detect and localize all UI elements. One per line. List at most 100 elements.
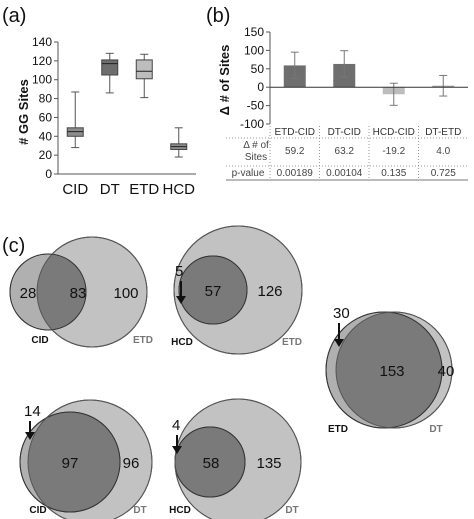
venn-overlap-region: [336, 312, 442, 428]
panel-label-c: (c): [2, 235, 25, 257]
box-plot-categories: CID DT ETD HCD: [62, 181, 195, 198]
table-row-label-delta: Sites: [245, 152, 267, 163]
y-tick-label: 80: [39, 92, 53, 106]
venn-circle-left-outline: [178, 255, 248, 325]
table-row-label-pvalue: p-value: [232, 168, 265, 179]
venn-overlap-count: 153: [379, 363, 404, 380]
bar-chart-y-axis-label: Δ # of Sites: [217, 45, 232, 116]
table-pvalue: 0.00104: [326, 168, 363, 179]
y-tick-label: -50: [247, 99, 265, 113]
venn-hcd-dt: 58 135 HCD DT 4: [169, 398, 302, 519]
y-tick-label: 100: [32, 73, 52, 87]
box-etd: [135, 53, 153, 99]
venn-left-label: CID: [31, 335, 48, 346]
venn-right-only-count: 40: [438, 363, 455, 380]
table-pvalue: 0.725: [431, 168, 456, 179]
x-category-label: ETD: [129, 181, 159, 198]
bar-chart-bars: [283, 50, 455, 106]
venn-arrow-count: 14: [24, 403, 41, 420]
venn-left-label: ETD: [328, 424, 348, 435]
box-plot-boxes: [66, 52, 188, 158]
x-category-label: HCD: [163, 181, 196, 198]
venn-circle-right-outline: [36, 236, 148, 348]
table-column-header: HCD-CID: [373, 127, 415, 138]
y-tick-label: 120: [32, 54, 52, 68]
box-plot-axes: [57, 42, 196, 175]
bar-chart-data-table: ETD-CID 59.2 0.00189 DT-CID 63.2 0.00104 HCD-C…: [226, 126, 468, 181]
venn-overlap-count: 97: [62, 455, 79, 472]
panel-label-b: (b): [206, 5, 230, 27]
y-tick-label: 20: [39, 148, 53, 162]
venn-right-label: ETD: [282, 337, 302, 348]
y-tick-label: -100: [240, 117, 264, 131]
venn-right-label: DT: [285, 505, 298, 516]
y-tick-label: 140: [32, 35, 52, 49]
table-delta-value: -19.2: [382, 146, 405, 157]
venn-arrow-head: [172, 446, 182, 454]
table-delta-value: 63.2: [335, 146, 355, 157]
box-plot-panel: # GG Sites 0 20 40 60 80 100 120 140 CID DT ETD HC…: [16, 35, 196, 198]
y-tick-label: 150: [244, 25, 264, 39]
venn-cid-dt: 97 96 CID DT 14: [19, 399, 153, 519]
venn-overlap-region: [179, 256, 247, 324]
table-pvalue: 0.00189: [277, 168, 314, 179]
venn-overlap-count: 58: [203, 455, 220, 472]
venn-overlap-count: 57: [205, 283, 222, 300]
venn-overlap-region: [175, 427, 245, 497]
panel-label-a: (a): [2, 5, 26, 27]
table-pvalue: 0.135: [381, 168, 406, 179]
box-plot-y-ticks: 0 20 40 60 80 100 120 140: [32, 35, 58, 181]
venn-overlap-region: [28, 412, 120, 512]
y-tick-label: 0: [45, 167, 52, 181]
x-category-label: DT: [100, 181, 120, 198]
table-column-header: DT-CID: [328, 127, 361, 138]
venn-arrow-count: 4: [172, 417, 180, 434]
venn-right-only-count: 135: [256, 455, 281, 472]
venn-etd-dt: 153 40 ETD DT 30: [325, 305, 455, 435]
venn-circle-right-outline: [173, 225, 303, 355]
venn-arrow-head: [334, 339, 344, 347]
y-tick-label: 0: [257, 80, 264, 94]
venn-circle-right-outline: [27, 399, 153, 519]
venn-arrow-count: 30: [333, 305, 350, 322]
box-cid: [66, 91, 84, 149]
venn-left-label: HCD: [171, 337, 193, 348]
venn-arrow-count: 5: [175, 263, 183, 280]
venn-right-only-count: 96: [123, 455, 140, 472]
bar-chart-y-ticks: -100 -50 0 50 100 150: [240, 25, 271, 131]
venn-circle-left-outline: [19, 411, 121, 513]
venn-right-only-count: 100: [113, 285, 138, 302]
y-tick-label: 50: [251, 62, 265, 76]
y-tick-label: 60: [39, 110, 53, 124]
y-tick-label: 100: [244, 43, 264, 57]
box-hcd: [170, 127, 188, 158]
venn-circle-left-outline: [325, 311, 443, 429]
venn-circle-right-outline: [174, 398, 302, 519]
venn-right-label: ETD: [133, 335, 153, 346]
box-iqr: [101, 59, 119, 76]
venn-left-label: CID: [29, 505, 46, 516]
box-iqr: [135, 59, 153, 80]
box-plot-y-axis-label: # GG Sites: [16, 79, 31, 145]
venn-overlap-region: [37, 254, 86, 330]
venn-arrow-head: [25, 432, 35, 440]
venn-cid-etd: 83 100 28 CID ETD: [9, 236, 153, 348]
venn-right-label: DT: [429, 424, 442, 435]
venn-left-label: HCD: [169, 505, 191, 516]
y-tick-label: 40: [39, 129, 53, 143]
venn-overlap-count: 83: [70, 285, 87, 302]
table-column-header: ETD-CID: [274, 127, 315, 138]
venn-right-label: DT: [133, 505, 146, 516]
table-row-label-delta: Δ # of: [243, 140, 269, 151]
table-column-header: DT-ETD: [425, 127, 461, 138]
venn-circle-right-outline: [335, 311, 453, 429]
venn-hcd-etd: 57 126 HCD ETD 5: [171, 225, 303, 355]
table-delta-value: 4.0: [436, 146, 450, 157]
venn-left-only-count: 28: [20, 285, 37, 302]
box-dt: [101, 52, 119, 94]
table-delta-value: 59.2: [285, 146, 305, 157]
venn-arrow-head: [176, 296, 186, 304]
venn-right-only-count: 126: [257, 283, 282, 300]
